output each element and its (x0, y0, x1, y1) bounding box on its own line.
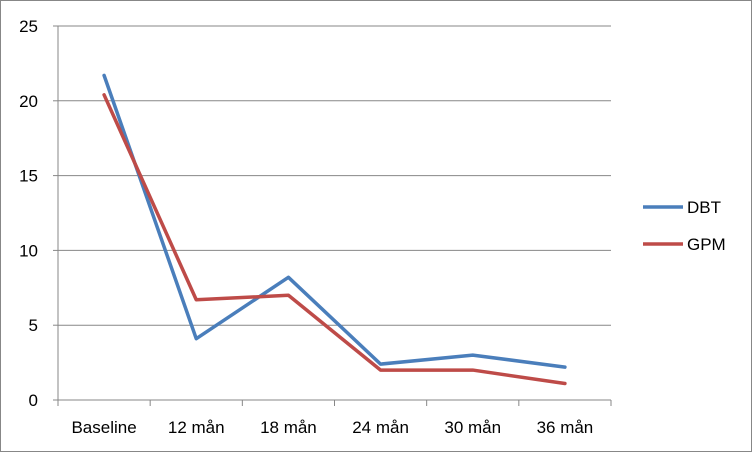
y-tick-label: 10 (19, 241, 38, 260)
y-tick-label: 5 (29, 316, 38, 335)
legend: DBT GPM (643, 198, 726, 254)
legend-label-dbt: DBT (687, 198, 721, 217)
x-tick-labels: Baseline 12 mån 18 mån 24 mån 30 mån 36 mån (71, 418, 593, 437)
series-lines (104, 75, 565, 383)
y-tick-label: 0 (29, 391, 38, 410)
legend-label-gpm: GPM (687, 235, 726, 254)
series-line-dbt (104, 75, 565, 367)
x-tick-label: 18 mån (260, 418, 317, 437)
x-tick-label: 30 mån (444, 418, 501, 437)
y-tick-label: 15 (19, 167, 38, 186)
series-line-gpm (104, 95, 565, 384)
x-tick-label: 24 mån (352, 418, 409, 437)
y-tick-labels: 0 5 10 15 20 25 (19, 17, 38, 410)
x-tick-label: Baseline (71, 418, 136, 437)
axes (53, 26, 611, 406)
y-tick-label: 20 (19, 92, 38, 111)
x-tick-label: 12 mån (168, 418, 225, 437)
x-tick-label: 36 mån (537, 418, 594, 437)
y-tick-label: 25 (19, 17, 38, 36)
